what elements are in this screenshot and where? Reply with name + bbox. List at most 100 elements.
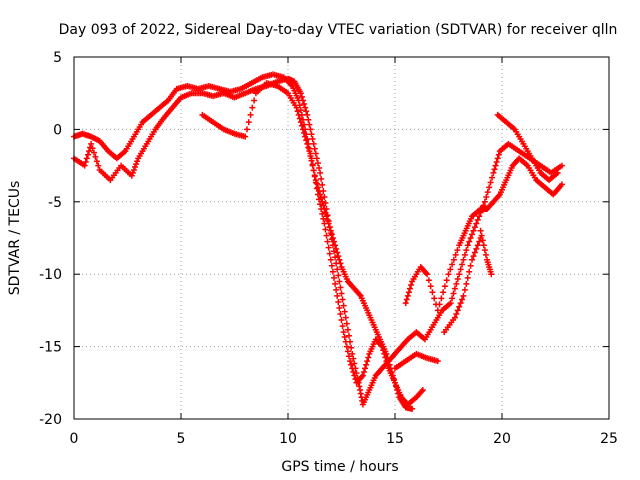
series-track-3 [199, 80, 416, 412]
data-point [383, 350, 390, 357]
data-point [317, 169, 324, 176]
data-point [495, 151, 502, 158]
data-point [351, 372, 358, 379]
data-point [322, 226, 329, 233]
data-point [495, 192, 502, 199]
data-point [304, 140, 311, 147]
data-point [419, 387, 426, 394]
data-point [365, 354, 372, 361]
data-point [390, 376, 397, 383]
data-point [491, 166, 498, 173]
data-point [329, 268, 336, 275]
data-markers [71, 71, 565, 412]
data-point [450, 256, 457, 263]
data-point [492, 162, 499, 169]
data-point [326, 250, 333, 257]
data-point [384, 354, 391, 361]
data-point [484, 189, 491, 196]
data-point [318, 175, 325, 182]
x-tick-label: 15 [386, 431, 404, 447]
data-point [471, 224, 478, 231]
data-point [473, 245, 480, 252]
data-point [310, 140, 317, 147]
data-point [394, 387, 401, 394]
data-point [339, 296, 346, 303]
y-tick-label: 5 [53, 50, 62, 66]
data-point [418, 388, 425, 395]
data-point [337, 260, 344, 267]
data-point [338, 317, 345, 324]
data-point [440, 289, 447, 296]
data-point [295, 111, 302, 118]
data-point [457, 300, 464, 307]
data-point [486, 184, 493, 191]
data-point [320, 215, 327, 222]
data-point [453, 280, 460, 287]
data-point [406, 285, 413, 292]
data-point [344, 348, 351, 355]
data-point [348, 361, 355, 368]
data-point [318, 195, 325, 202]
data-point [336, 256, 343, 263]
data-point [461, 251, 468, 258]
data-point [392, 379, 398, 386]
data-point [324, 238, 331, 245]
data-point [242, 133, 249, 140]
data-point [243, 126, 250, 133]
data-point [466, 238, 473, 245]
data-point [322, 209, 329, 216]
data-point [310, 167, 317, 174]
data-point [301, 101, 308, 108]
data-point [342, 314, 349, 321]
data-point [336, 304, 343, 311]
data-point [333, 286, 340, 293]
data-point [451, 285, 458, 292]
data-point [431, 295, 438, 302]
data-point [449, 261, 456, 268]
data-point [332, 254, 339, 261]
data-point [386, 361, 393, 368]
data-point [302, 104, 309, 111]
data-point [311, 172, 318, 179]
data-point [477, 235, 484, 241]
data-point [347, 358, 354, 365]
data-point [469, 256, 476, 263]
data-point [358, 373, 365, 380]
data-point [454, 276, 461, 283]
data-point [356, 291, 363, 298]
x-axis-label: GPS time / hours [281, 459, 398, 475]
data-point [482, 251, 489, 258]
data-point [334, 266, 341, 273]
data-point [82, 158, 89, 165]
data-point [307, 152, 314, 159]
data-point [314, 160, 321, 167]
data-point [335, 253, 342, 260]
data-point [487, 179, 494, 186]
data-point [305, 144, 312, 151]
data-point [297, 107, 304, 114]
data-point [316, 187, 323, 194]
data-point [334, 292, 341, 299]
data-point [325, 244, 332, 251]
data-point [405, 289, 412, 296]
data-point [457, 266, 464, 273]
data-point [311, 145, 318, 152]
data-point [481, 247, 488, 254]
data-point [450, 290, 457, 297]
data-point [343, 343, 350, 350]
data-point [388, 368, 395, 375]
data-point [360, 368, 367, 375]
data-point [341, 308, 348, 315]
data-point [321, 206, 328, 213]
data-point [93, 158, 100, 165]
data-point [459, 261, 466, 268]
data-point [467, 262, 474, 269]
data-point [427, 283, 434, 290]
y-tick-label: -20 [39, 412, 62, 428]
data-point [464, 274, 471, 281]
data-point [247, 111, 254, 118]
data-point [467, 235, 474, 241]
y-tick-label: -15 [39, 340, 62, 356]
data-point [454, 307, 461, 314]
data-point [306, 148, 313, 155]
